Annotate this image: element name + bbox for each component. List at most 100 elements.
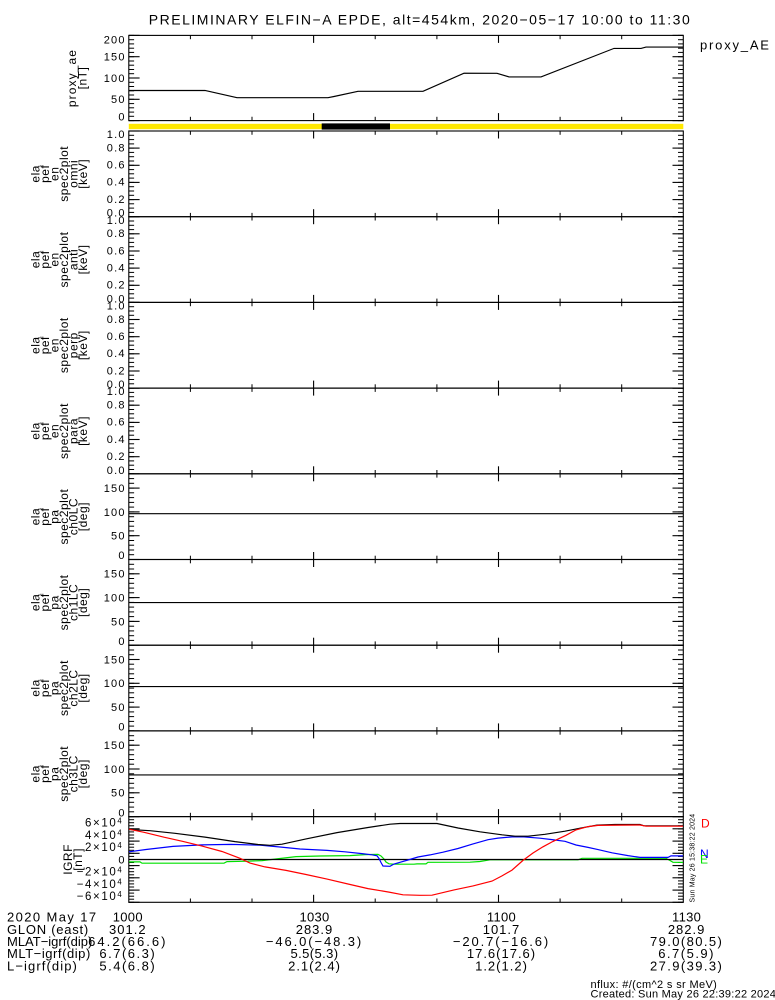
svg-text:ch2LC: ch2LC bbox=[67, 669, 81, 706]
svg-text:MLAT−igrf(dip): MLAT−igrf(dip) bbox=[7, 934, 92, 949]
svg-text:ela: ela bbox=[28, 422, 42, 440]
svg-text:150: 150 bbox=[104, 740, 126, 752]
svg-text:pef: pef bbox=[38, 250, 52, 268]
svg-text:pef: pef bbox=[38, 679, 52, 697]
svg-text:pa: pa bbox=[48, 681, 62, 695]
svg-text:1030: 1030 bbox=[299, 909, 329, 924]
svg-text:0: 0 bbox=[118, 550, 125, 562]
svg-text:ela: ela bbox=[28, 594, 42, 612]
svg-text:0.8: 0.8 bbox=[107, 400, 126, 412]
svg-text:[nT]: [nT] bbox=[71, 848, 85, 871]
svg-text:D: D bbox=[701, 817, 710, 831]
svg-text:L−igrf(dip): L−igrf(dip) bbox=[7, 958, 78, 973]
svg-text:pef: pef bbox=[38, 507, 52, 525]
svg-text:100: 100 bbox=[104, 678, 126, 690]
svg-text:−46.0(−48.3): −46.0(−48.3) bbox=[266, 934, 363, 949]
svg-text:5.4(6.8): 5.4(6.8) bbox=[99, 958, 156, 973]
svg-text:1000: 1000 bbox=[113, 909, 143, 924]
svg-text:MLT−igrf(dip): MLT−igrf(dip) bbox=[7, 946, 91, 961]
svg-text:283.9: 283.9 bbox=[296, 922, 334, 937]
svg-text:spec2plot: spec2plot bbox=[57, 317, 71, 373]
svg-text:79.0(80.5): 79.0(80.5) bbox=[650, 934, 723, 949]
svg-text:spec2plot: spec2plot bbox=[57, 574, 71, 630]
svg-text:[keV]: [keV] bbox=[76, 416, 90, 446]
svg-text:0.8: 0.8 bbox=[107, 142, 126, 154]
svg-text:2020 May 17: 2020 May 17 bbox=[7, 909, 98, 924]
svg-text:Sun May 26 15:38:22 2024: Sun May 26 15:38:22 2024 bbox=[690, 814, 697, 903]
svg-text:pa: pa bbox=[48, 509, 62, 523]
svg-text:en: en bbox=[47, 424, 61, 438]
svg-text:50: 50 bbox=[111, 94, 126, 106]
svg-text:64.2(66.6): 64.2(66.6) bbox=[88, 934, 167, 949]
svg-text:en: en bbox=[48, 252, 62, 266]
svg-text:1.0: 1.0 bbox=[107, 215, 126, 227]
svg-text:301.2: 301.2 bbox=[109, 922, 147, 937]
svg-text:en: en bbox=[48, 167, 62, 181]
svg-text:150: 150 bbox=[104, 654, 126, 666]
svg-text:−2×104: −2×104 bbox=[77, 865, 124, 878]
svg-text:[deg]: [deg] bbox=[76, 759, 90, 788]
svg-text:N: N bbox=[700, 847, 709, 861]
svg-text:[keV]: [keV] bbox=[76, 245, 90, 275]
svg-text:ela: ela bbox=[29, 336, 43, 354]
svg-text:50: 50 bbox=[111, 788, 126, 800]
svg-text:[keV]: [keV] bbox=[76, 159, 90, 189]
svg-text:proxy_ae: proxy_ae bbox=[65, 49, 79, 107]
svg-text:0.6: 0.6 bbox=[107, 417, 126, 429]
svg-text:proxy_AE: proxy_AE bbox=[700, 38, 771, 53]
svg-text:2.1(2.4): 2.1(2.4) bbox=[288, 958, 341, 973]
svg-text:para: para bbox=[66, 418, 80, 444]
svg-text:spec2plot: spec2plot bbox=[57, 403, 71, 459]
svg-text:0.6: 0.6 bbox=[107, 160, 126, 172]
svg-text:0.0: 0.0 bbox=[107, 465, 126, 477]
svg-text:anti: anti bbox=[67, 249, 81, 270]
svg-text:100: 100 bbox=[104, 593, 126, 605]
svg-text:spec2plot: spec2plot bbox=[57, 231, 71, 287]
svg-text:ela: ela bbox=[29, 679, 43, 697]
svg-text:perp: perp bbox=[67, 332, 81, 358]
svg-text:pef: pef bbox=[38, 336, 52, 354]
svg-text:pef: pef bbox=[38, 165, 52, 183]
svg-text:[keV]: [keV] bbox=[76, 330, 90, 360]
svg-text:0.4: 0.4 bbox=[107, 177, 126, 189]
svg-text:101.7: 101.7 bbox=[483, 922, 521, 937]
svg-text:150: 150 bbox=[104, 569, 126, 581]
svg-text:6.7(6.3): 6.7(6.3) bbox=[99, 946, 156, 961]
svg-text:150: 150 bbox=[104, 52, 126, 64]
svg-text:50: 50 bbox=[111, 531, 126, 543]
svg-text:0.2: 0.2 bbox=[107, 280, 126, 292]
svg-text:2×104: 2×104 bbox=[85, 841, 123, 854]
svg-text:1.0: 1.0 bbox=[107, 301, 126, 313]
svg-text:−6×104: −6×104 bbox=[77, 890, 124, 903]
svg-text:ela: ela bbox=[29, 508, 43, 526]
svg-text:27.9(39.3): 27.9(39.3) bbox=[650, 958, 723, 973]
svg-text:pa: pa bbox=[47, 595, 61, 609]
svg-text:0.8: 0.8 bbox=[107, 228, 126, 240]
svg-text:100: 100 bbox=[104, 73, 126, 85]
svg-text:1.0: 1.0 bbox=[107, 129, 126, 141]
svg-text:[deg]: [deg] bbox=[76, 502, 90, 531]
svg-text:spec2plot: spec2plot bbox=[57, 660, 71, 716]
svg-text:1.0: 1.0 bbox=[107, 386, 126, 398]
svg-text:pef: pef bbox=[38, 593, 52, 611]
svg-text:pef: pef bbox=[38, 422, 52, 440]
svg-text:IGRF: IGRF bbox=[61, 844, 75, 875]
svg-text:4×104: 4×104 bbox=[85, 829, 123, 842]
svg-text:0.4: 0.4 bbox=[107, 348, 126, 360]
svg-text:1100: 1100 bbox=[487, 909, 516, 924]
svg-text:50: 50 bbox=[111, 702, 126, 714]
svg-text:GLON (east): GLON (east) bbox=[7, 922, 89, 937]
svg-text:0.4: 0.4 bbox=[107, 262, 126, 274]
svg-text:100: 100 bbox=[104, 764, 126, 776]
svg-text:282.9: 282.9 bbox=[668, 922, 706, 937]
svg-text:100: 100 bbox=[104, 507, 126, 519]
svg-text:0.8: 0.8 bbox=[107, 314, 126, 326]
svg-text:Created: Sun May 26 22:39:22 2: Created: Sun May 26 22:39:22 2024 bbox=[591, 989, 775, 1000]
svg-text:150: 150 bbox=[104, 483, 126, 495]
svg-text:0: 0 bbox=[118, 636, 125, 648]
svg-text:spec2plot: spec2plot bbox=[57, 489, 71, 545]
svg-text:17.6(17.6): 17.6(17.6) bbox=[467, 946, 536, 961]
svg-text:ela: ela bbox=[28, 765, 42, 783]
svg-text:−20.7(−16.6): −20.7(−16.6) bbox=[453, 934, 550, 949]
svg-text:5.5(5.3): 5.5(5.3) bbox=[290, 946, 338, 961]
